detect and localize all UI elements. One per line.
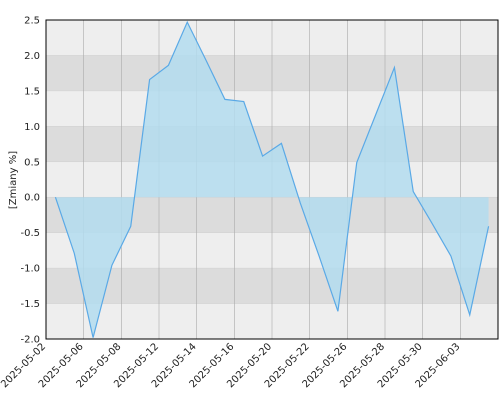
line: [54, 20, 490, 338]
area: [55, 22, 489, 338]
y-tick-label: 0.5: [24, 157, 40, 168]
y-tick-label: 2.0: [24, 51, 40, 62]
y-tick-label: 1.5: [24, 86, 40, 97]
y-tick-label: 2.5: [24, 16, 40, 27]
y-tick-label: 1.0: [24, 122, 40, 133]
plot-border: [45, 19, 499, 340]
y-tick-label: 0.0: [24, 193, 40, 204]
y-tick-label: -1.5: [20, 299, 40, 310]
y-tick-label: -1.0: [20, 264, 40, 275]
y-tick-label: -0.5: [20, 228, 40, 239]
y-axis-label: [Zmiany %]: [8, 151, 19, 209]
y-tick-label: -2.0: [20, 335, 40, 346]
